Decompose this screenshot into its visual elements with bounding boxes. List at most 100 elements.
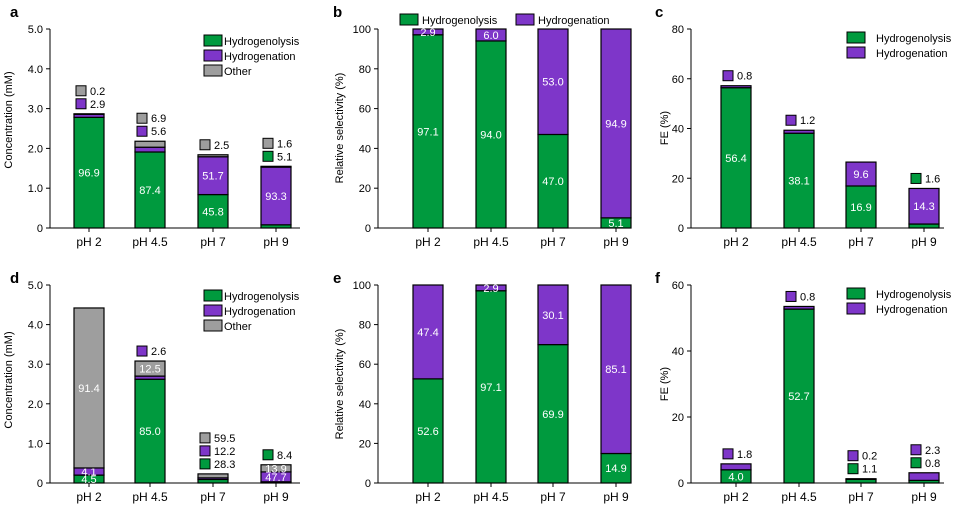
y-tick-label: 80 bbox=[359, 64, 371, 76]
bar-other-ph4.5 bbox=[134, 140, 166, 148]
y-tick-label: 4.0 bbox=[28, 320, 43, 332]
x-tick-label: pH 2 bbox=[723, 235, 749, 249]
data-label: 2.9 bbox=[483, 283, 498, 295]
data-label: 47.0 bbox=[542, 176, 563, 188]
data-label: 6.0 bbox=[483, 30, 498, 42]
bar-hydrogenolysis-ph4.5 bbox=[475, 290, 507, 484]
data-label: 2.9 bbox=[90, 99, 105, 111]
panel-label: f bbox=[655, 270, 661, 287]
y-tick-label: 1.0 bbox=[28, 438, 43, 450]
panel-label: b bbox=[333, 4, 342, 21]
label-key-hydrogenation bbox=[136, 125, 148, 137]
data-label: 45.8 bbox=[202, 206, 223, 218]
legend-label: Hydrogenolysis bbox=[224, 291, 300, 303]
bar-hydrogenation-ph9 bbox=[600, 284, 632, 455]
y-tick-label: 0 bbox=[37, 223, 43, 235]
legend-label: Hydrogenolysis bbox=[422, 15, 498, 27]
data-label: 1.8 bbox=[737, 449, 752, 461]
label-key-hydrogenation bbox=[75, 98, 87, 110]
legend-swatch-other bbox=[203, 319, 223, 332]
bar-hydrogenation-ph7 bbox=[845, 161, 877, 187]
y-tick-label: 5.0 bbox=[28, 24, 43, 36]
bar-hydrogenolysis-ph4.5 bbox=[134, 378, 166, 484]
x-tick-label: pH 7 bbox=[848, 490, 874, 504]
data-label: 56.4 bbox=[725, 153, 746, 165]
x-tick-label: pH 9 bbox=[263, 490, 289, 504]
x-tick-label: pH 2 bbox=[415, 490, 441, 504]
label-key-hydrogenolysis bbox=[910, 172, 922, 184]
bar-other-ph7 bbox=[197, 473, 229, 479]
label-key-other bbox=[262, 137, 274, 149]
y-tick-label: 100 bbox=[353, 280, 371, 292]
y-tick-label: 0 bbox=[365, 478, 371, 490]
data-label: 53.0 bbox=[542, 77, 563, 89]
legend-label: Other bbox=[224, 66, 252, 78]
data-label: 47.4 bbox=[417, 327, 438, 339]
x-tick-label: pH 4.5 bbox=[473, 490, 509, 504]
legend-label: Hydrogenolysis bbox=[224, 36, 300, 48]
data-label: 5.6 bbox=[151, 126, 166, 138]
label-key-hydrogenation bbox=[722, 448, 734, 460]
y-tick-label: 40 bbox=[672, 346, 684, 358]
y-axis-title: FE (%) bbox=[659, 111, 671, 145]
label-key-other bbox=[199, 432, 211, 444]
y-tick-label: 0 bbox=[678, 478, 684, 490]
data-label: 51.7 bbox=[202, 171, 223, 183]
bar-hydrogenation-ph4.5 bbox=[783, 305, 815, 310]
x-tick-label: pH 7 bbox=[200, 490, 226, 504]
label-key-hydrogenolysis bbox=[262, 449, 274, 461]
data-label: 94.0 bbox=[480, 129, 501, 141]
bar-hydrogenation-ph4.5 bbox=[134, 146, 166, 153]
bar-hydrogenation-ph7 bbox=[537, 28, 569, 136]
y-tick-label: 2.0 bbox=[28, 143, 43, 155]
data-label: 5.1 bbox=[608, 218, 623, 230]
y-tick-label: 1.0 bbox=[28, 183, 43, 195]
data-label: 1.1 bbox=[862, 464, 877, 476]
label-key-hydrogenolysis bbox=[262, 150, 274, 162]
data-label: 1.2 bbox=[800, 115, 815, 127]
legend-label: Hydrogenation bbox=[224, 51, 296, 63]
data-label: 96.9 bbox=[78, 168, 99, 180]
x-tick-label: pH 9 bbox=[603, 490, 629, 504]
data-label: 0.2 bbox=[90, 86, 105, 98]
panel-label: a bbox=[10, 4, 19, 21]
y-axis-title: Concentration (mM) bbox=[3, 331, 15, 428]
data-label: 97.1 bbox=[417, 126, 438, 138]
legend-swatch-hydrogenolysis bbox=[399, 13, 419, 26]
y-tick-label: 5.0 bbox=[28, 280, 43, 292]
bar-hydrogenation-ph4.5 bbox=[475, 28, 507, 42]
bar-other-ph7 bbox=[197, 154, 229, 158]
legend-label: Hydrogenation bbox=[224, 306, 296, 318]
y-axis-title: Concentration (mM) bbox=[3, 71, 15, 168]
legend-swatch-hydrogenation bbox=[515, 13, 535, 26]
bar-hydrogenolysis-ph7 bbox=[197, 193, 229, 229]
y-tick-label: 40 bbox=[672, 124, 684, 136]
data-label: 28.3 bbox=[214, 459, 235, 471]
data-label: 2.6 bbox=[151, 346, 166, 358]
label-key-other bbox=[75, 85, 87, 97]
legend-swatch-other bbox=[203, 64, 223, 77]
bar-hydrogenation-ph2 bbox=[412, 28, 444, 36]
y-tick-label: 60 bbox=[672, 74, 684, 86]
data-label: 8.4 bbox=[277, 450, 292, 462]
legend-swatch-hydrogenolysis bbox=[846, 287, 866, 300]
data-label: 94.9 bbox=[605, 118, 626, 130]
legend-label: Hydrogenolysis bbox=[876, 33, 952, 45]
data-label: 2.3 bbox=[925, 445, 940, 457]
legend-swatch-hydrogenation bbox=[203, 304, 223, 317]
data-label: 9.6 bbox=[853, 169, 868, 181]
y-tick-label: 0 bbox=[365, 223, 371, 235]
x-tick-label: pH 7 bbox=[200, 235, 226, 249]
bar-hydrogenation-ph4.5 bbox=[783, 129, 815, 134]
label-key-hydrogenolysis bbox=[910, 457, 922, 469]
bar-hydrogenation-ph7 bbox=[537, 284, 569, 346]
legend-swatch-hydrogenolysis bbox=[846, 31, 866, 44]
x-tick-label: pH 2 bbox=[76, 490, 102, 504]
label-key-hydrogenolysis bbox=[847, 463, 859, 475]
data-label: 13.9 bbox=[265, 463, 286, 475]
legend-swatch-hydrogenolysis bbox=[203, 34, 223, 47]
x-tick-label: pH 9 bbox=[911, 235, 937, 249]
x-tick-label: pH 7 bbox=[540, 235, 566, 249]
bar-hydrogenation-ph9 bbox=[600, 28, 632, 219]
